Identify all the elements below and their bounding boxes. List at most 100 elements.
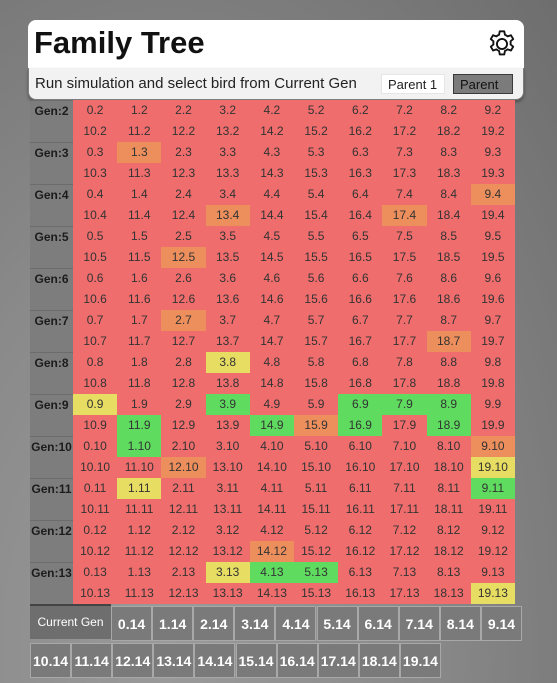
bird-cell[interactable]: 17.2 — [382, 121, 427, 142]
bird-cell[interactable]: 7.12 — [382, 520, 427, 541]
bird-cell[interactable]: 14.4 — [249, 205, 294, 226]
bird-cell[interactable]: 0.8 — [73, 352, 118, 373]
bird-cell[interactable]: 5.2 — [294, 100, 339, 121]
bird-cell[interactable]: 10.5 — [73, 247, 118, 268]
bird-cell[interactable]: 10.6 — [73, 289, 118, 310]
bird-cell[interactable]: 1.12 — [117, 520, 162, 541]
bird-cell[interactable]: 14.6 — [249, 289, 294, 310]
bird-cell[interactable]: 1.3 — [117, 142, 162, 163]
bird-cell[interactable]: 5.11 — [294, 478, 339, 499]
bird-cell[interactable]: 5.6 — [294, 268, 339, 289]
bird-cell[interactable]: 7.9 — [382, 394, 427, 415]
bird-cell[interactable]: 10.2 — [73, 121, 118, 142]
bird-cell[interactable]: 0.11 — [73, 478, 118, 499]
parent-1-button[interactable]: Parent 1 — [381, 74, 445, 94]
bird-cell[interactable]: 19.12 — [470, 541, 515, 562]
bird-cell[interactable]: 6.3 — [338, 142, 383, 163]
bird-cell[interactable]: 13.6 — [205, 289, 250, 310]
current-gen-bird-button[interactable]: 0.14 — [111, 606, 153, 641]
bird-cell[interactable]: 12.9 — [161, 415, 206, 436]
bird-cell[interactable]: 8.12 — [426, 520, 471, 541]
bird-cell[interactable]: 11.2 — [117, 121, 162, 142]
current-gen-bird-button[interactable]: 9.14 — [480, 606, 522, 641]
bird-cell[interactable]: 17.7 — [382, 331, 427, 352]
current-gen-bird-button[interactable]: 2.14 — [193, 606, 235, 641]
bird-cell[interactable]: 7.7 — [382, 310, 427, 331]
bird-cell[interactable]: 6.12 — [338, 520, 383, 541]
bird-cell[interactable]: 4.6 — [249, 268, 294, 289]
bird-cell[interactable]: 16.2 — [338, 121, 383, 142]
bird-cell[interactable]: 8.4 — [426, 184, 471, 205]
bird-cell[interactable]: 17.11 — [382, 499, 427, 520]
bird-cell[interactable]: 1.5 — [117, 226, 162, 247]
bird-cell[interactable]: 7.2 — [382, 100, 427, 121]
bird-cell[interactable]: 19.3 — [470, 163, 515, 184]
bird-cell[interactable]: 11.3 — [117, 163, 162, 184]
bird-cell[interactable]: 4.4 — [249, 184, 294, 205]
bird-cell[interactable]: 5.13 — [294, 562, 339, 583]
bird-cell[interactable]: 11.4 — [117, 205, 162, 226]
bird-cell[interactable]: 3.10 — [205, 436, 250, 457]
bird-cell[interactable]: 19.7 — [470, 331, 515, 352]
current-gen-bird-button[interactable]: 5.14 — [316, 606, 358, 641]
bird-cell[interactable]: 2.4 — [161, 184, 206, 205]
bird-cell[interactable]: 2.6 — [161, 268, 206, 289]
bird-cell[interactable]: 2.8 — [161, 352, 206, 373]
bird-cell[interactable]: 16.11 — [338, 499, 383, 520]
bird-cell[interactable]: 19.5 — [470, 247, 515, 268]
bird-cell[interactable]: 11.10 — [117, 457, 162, 478]
bird-cell[interactable]: 1.8 — [117, 352, 162, 373]
bird-cell[interactable]: 8.10 — [426, 436, 471, 457]
current-gen-bird-button[interactable]: 7.14 — [398, 606, 440, 641]
bird-cell[interactable]: 14.5 — [249, 247, 294, 268]
bird-cell[interactable]: 11.11 — [117, 499, 162, 520]
bird-cell[interactable]: 9.2 — [470, 100, 515, 121]
bird-cell[interactable]: 4.2 — [249, 100, 294, 121]
bird-cell[interactable]: 1.7 — [117, 310, 162, 331]
bird-cell[interactable]: 2.3 — [161, 142, 206, 163]
bird-cell[interactable]: 16.4 — [338, 205, 383, 226]
bird-cell[interactable]: 18.13 — [426, 583, 471, 604]
bird-cell[interactable]: 9.9 — [470, 394, 515, 415]
bird-cell[interactable]: 19.10 — [470, 457, 515, 478]
bird-cell[interactable]: 9.5 — [470, 226, 515, 247]
bird-cell[interactable]: 3.2 — [205, 100, 250, 121]
bird-cell[interactable]: 11.9 — [117, 415, 162, 436]
bird-cell[interactable]: 12.6 — [161, 289, 206, 310]
bird-cell[interactable]: 4.11 — [249, 478, 294, 499]
bird-cell[interactable]: 13.10 — [205, 457, 250, 478]
bird-cell[interactable]: 18.9 — [426, 415, 471, 436]
bird-cell[interactable]: 16.13 — [338, 583, 383, 604]
bird-cell[interactable]: 17.12 — [382, 541, 427, 562]
bird-cell[interactable]: 8.2 — [426, 100, 471, 121]
bird-cell[interactable]: 4.13 — [249, 562, 294, 583]
bird-cell[interactable]: 5.12 — [294, 520, 339, 541]
bird-cell[interactable]: 9.10 — [470, 436, 515, 457]
bird-cell[interactable]: 18.12 — [426, 541, 471, 562]
bird-cell[interactable]: 7.6 — [382, 268, 427, 289]
bird-cell[interactable]: 5.5 — [294, 226, 339, 247]
bird-cell[interactable]: 15.3 — [294, 163, 339, 184]
bird-cell[interactable]: 5.9 — [294, 394, 339, 415]
current-gen-bird-button[interactable]: 12.14 — [112, 643, 154, 678]
bird-cell[interactable]: 4.12 — [249, 520, 294, 541]
bird-cell[interactable]: 15.6 — [294, 289, 339, 310]
bird-cell[interactable]: 15.12 — [294, 541, 339, 562]
bird-cell[interactable]: 4.8 — [249, 352, 294, 373]
bird-cell[interactable]: 15.2 — [294, 121, 339, 142]
bird-cell[interactable]: 19.11 — [470, 499, 515, 520]
bird-cell[interactable]: 11.6 — [117, 289, 162, 310]
current-gen-bird-button[interactable]: 19.14 — [399, 643, 441, 678]
bird-cell[interactable]: 11.12 — [117, 541, 162, 562]
bird-cell[interactable]: 10.11 — [73, 499, 118, 520]
bird-cell[interactable]: 7.4 — [382, 184, 427, 205]
current-gen-bird-button[interactable]: 16.14 — [276, 643, 318, 678]
bird-cell[interactable]: 14.10 — [249, 457, 294, 478]
bird-cell[interactable]: 0.12 — [73, 520, 118, 541]
bird-cell[interactable]: 11.7 — [117, 331, 162, 352]
bird-cell[interactable]: 17.4 — [382, 205, 427, 226]
bird-cell[interactable]: 13.2 — [205, 121, 250, 142]
current-gen-bird-button[interactable]: 6.14 — [357, 606, 399, 641]
bird-cell[interactable]: 10.4 — [73, 205, 118, 226]
bird-cell[interactable]: 12.7 — [161, 331, 206, 352]
